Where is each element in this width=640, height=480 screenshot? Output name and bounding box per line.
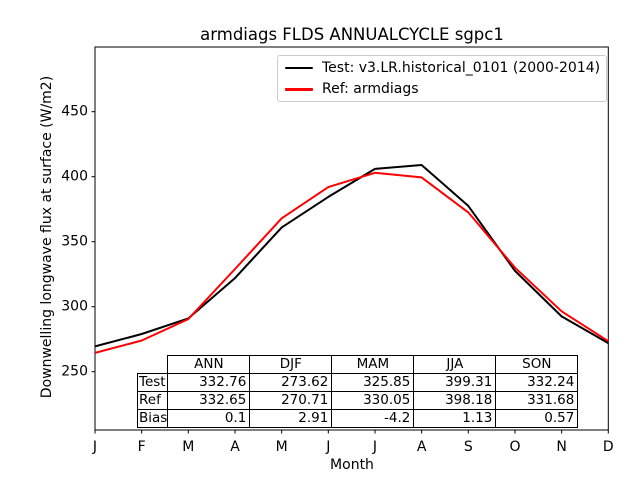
stats-col-header: MAM xyxy=(331,355,415,374)
legend-line-sample-ref xyxy=(285,88,313,91)
stats-value-cell: 398.18 xyxy=(413,391,497,410)
stats-row-label: Test xyxy=(136,373,169,392)
series-test-line xyxy=(94,164,609,348)
x-tick-label: O xyxy=(509,439,520,455)
stats-table: ANN DJF MAM JJA SON Test 332.76 273.62 325.85 399… xyxy=(136,355,579,428)
x-tick-label: A xyxy=(230,439,240,455)
stats-col-header: SON xyxy=(495,355,579,374)
stats-value-cell: 399.31 xyxy=(413,373,497,392)
x-tick-label: D xyxy=(603,439,614,455)
stats-col-header: ANN xyxy=(167,355,251,374)
chart-title: armdiags FLDS ANNUALCYCLE sgpc1 xyxy=(200,25,504,44)
stats-corner-cell xyxy=(138,356,168,374)
y-tick-label: 450 xyxy=(61,104,88,120)
stats-value-cell: 1.13 xyxy=(413,409,497,428)
stats-row-label: Bias xyxy=(136,409,169,428)
legend-label-ref: Ref: armdiags xyxy=(322,81,419,98)
stats-value-cell: 325.85 xyxy=(331,373,415,392)
stats-value-cell: 0.57 xyxy=(495,409,579,428)
stats-value-cell: 331.68 xyxy=(495,391,579,410)
x-tick-label: M xyxy=(276,439,288,455)
y-tick-label: 300 xyxy=(61,299,88,315)
stats-value-cell: 332.65 xyxy=(167,391,251,410)
x-tick-label: N xyxy=(556,439,566,455)
x-tick-label: J xyxy=(372,439,377,455)
stats-header-row: ANN DJF MAM JJA SON xyxy=(138,355,579,374)
x-tick-label: F xyxy=(138,439,146,455)
stats-value-cell: 273.62 xyxy=(249,373,333,392)
x-tick-label: A xyxy=(417,439,427,455)
stats-value-cell: 2.91 xyxy=(249,409,333,428)
y-axis-label: Downwelling longwave flux at surface (W/… xyxy=(39,75,55,399)
legend-entry-ref: Ref: armdiags xyxy=(278,79,606,99)
stats-table-body: ANN DJF MAM JJA SON Test 332.76 273.62 325.85 399… xyxy=(136,355,579,428)
x-axis-label: Month xyxy=(330,457,374,473)
stats-value-cell: 332.24 xyxy=(495,373,579,392)
stats-value-cell: 330.05 xyxy=(331,391,415,410)
y-tick-label: 250 xyxy=(61,364,88,380)
stats-value-cell: 332.76 xyxy=(167,373,251,392)
legend-label-test: Test: v3.LR.historical_0101 (2000-2014) xyxy=(322,59,601,76)
x-tick-label: J xyxy=(325,439,330,455)
x-tick-label: J xyxy=(92,439,97,455)
legend-line-sample-test xyxy=(285,66,313,69)
y-tick-label: 350 xyxy=(61,234,88,250)
stats-col-header: DJF xyxy=(249,355,333,374)
stats-value-cell: 270.71 xyxy=(249,391,333,410)
stats-row-test: Test 332.76 273.62 325.85 399.31 332.24 xyxy=(136,373,579,392)
y-tick-label: 400 xyxy=(61,169,88,185)
stats-value-cell: 0.1 xyxy=(167,409,251,428)
series-ref-line xyxy=(94,171,609,354)
stats-row-ref: Ref 332.65 270.71 330.05 398.18 331.68 xyxy=(136,391,579,410)
stats-row-label: Ref xyxy=(136,391,169,410)
stats-value-cell: -4.2 xyxy=(331,409,415,428)
stats-col-header: JJA xyxy=(413,355,497,374)
legend-entry-test: Test: v3.LR.historical_0101 (2000-2014) xyxy=(278,58,606,78)
x-tick-label: M xyxy=(182,439,194,455)
stats-row-bias: Bias 0.1 2.91 -4.2 1.13 0.57 xyxy=(136,409,579,428)
x-tick-label: S xyxy=(464,439,473,455)
axes-frame xyxy=(94,46,609,431)
legend: Test: v3.LR.historical_0101 (2000-2014) … xyxy=(277,55,607,102)
